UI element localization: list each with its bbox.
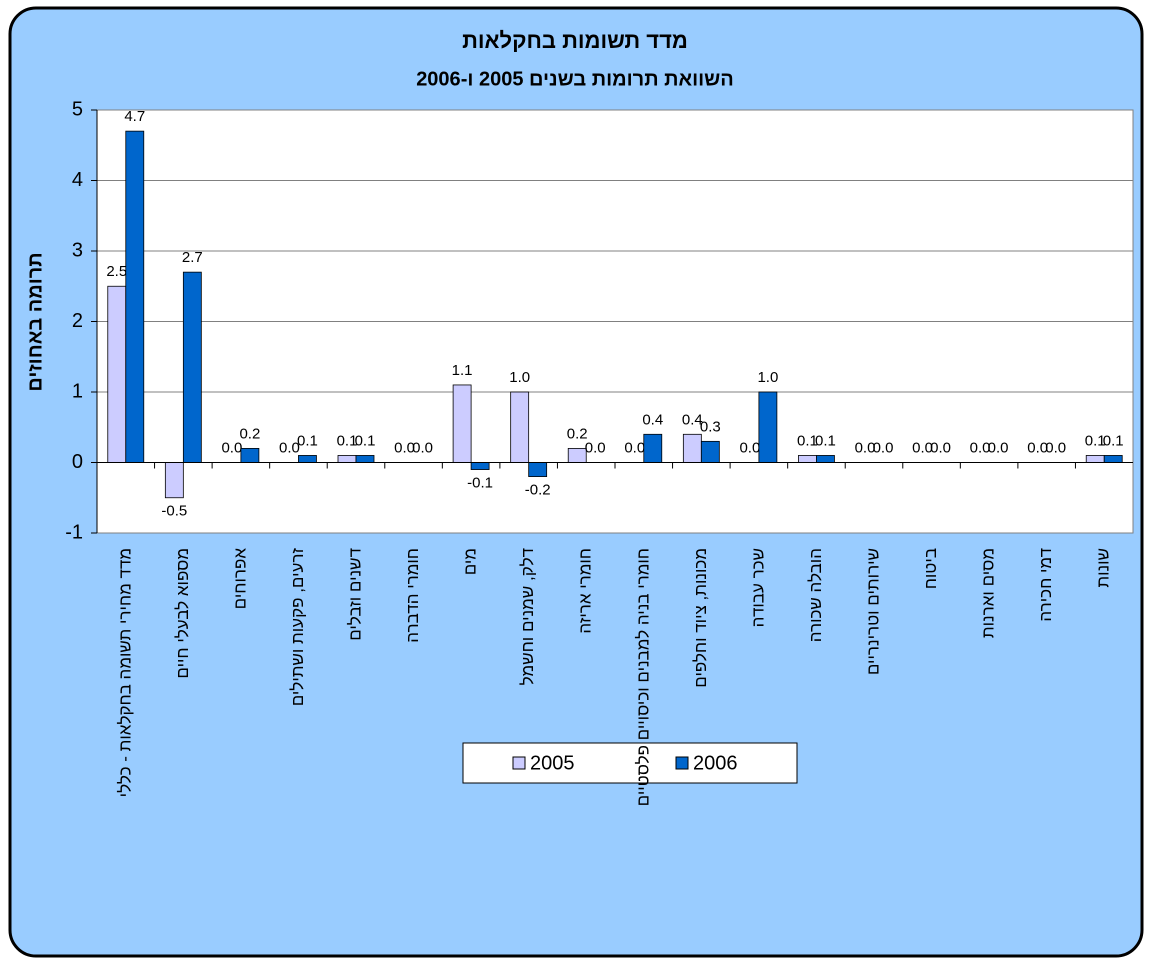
data-label: 2.7 <box>182 249 203 266</box>
bar <box>1103 455 1123 463</box>
x-tick-label: מסים וארנות <box>979 548 998 638</box>
x-tick-label: דלק, שמנים וחשמל <box>518 548 537 685</box>
data-label: 0.1 <box>337 432 358 449</box>
x-tick-label: שכר עבודה <box>748 548 767 627</box>
x-tick-label: מדד מחירי תשומה בחקלאות - כללי <box>115 548 134 797</box>
data-label: 0.3 <box>700 418 721 435</box>
data-label: -0.2 <box>525 482 551 499</box>
y-tick-label: -1 <box>65 521 83 543</box>
bar <box>164 462 184 499</box>
data-label: 0.4 <box>682 411 703 428</box>
data-label: 0.2 <box>239 425 260 442</box>
data-label: 0.0 <box>930 439 951 456</box>
x-tick-label: שונות <box>1094 548 1113 588</box>
data-label: -0.5 <box>161 503 187 520</box>
bar <box>240 447 260 463</box>
data-label: 2.5 <box>106 263 127 280</box>
x-tick-label: חומרי בניה למבנים וכיסויים פלסטיים <box>633 548 652 806</box>
legend-label: 2006 <box>693 752 738 774</box>
data-label: 0.0 <box>279 439 300 456</box>
data-label: 0.0 <box>221 439 242 456</box>
bar <box>355 455 375 463</box>
data-label: 0.0 <box>585 439 606 456</box>
legend-swatch <box>675 756 689 770</box>
bar <box>816 455 835 463</box>
x-tick-label: דמי חכירה <box>1036 548 1055 622</box>
data-label: 0.1 <box>1103 432 1124 449</box>
data-label: 1.1 <box>452 362 473 379</box>
bar <box>125 130 145 463</box>
bar <box>528 462 548 478</box>
x-tick-label: חומרי אריזה <box>576 548 595 634</box>
y-tick-label: 0 <box>72 451 83 473</box>
data-label: 1.0 <box>757 369 778 386</box>
data-label: 0.1 <box>355 432 376 449</box>
bar <box>107 285 127 463</box>
y-axis-label: תרומה באחוזים <box>24 252 46 391</box>
y-tick-label: 2 <box>72 310 83 332</box>
y-tick-label: 1 <box>72 380 83 402</box>
data-label: 0.0 <box>739 439 760 456</box>
data-label: 0.0 <box>855 439 876 456</box>
y-tick-label: 4 <box>72 169 83 191</box>
y-tick-label: 5 <box>72 98 83 120</box>
bar <box>567 447 587 463</box>
x-tick-label: מים <box>461 548 480 575</box>
data-label: 0.0 <box>624 439 645 456</box>
bar <box>452 384 472 463</box>
data-label: 0.1 <box>815 432 836 449</box>
chart-title: מדד תשומות בחקלאות <box>462 28 688 53</box>
data-label: 1.0 <box>509 369 530 386</box>
data-label: 0.4 <box>642 411 663 428</box>
data-label: 0.0 <box>912 439 933 456</box>
x-tick-label: הובלה שכורה <box>806 548 825 642</box>
data-label: 0.0 <box>873 439 894 456</box>
bar <box>337 455 357 463</box>
x-tick-label: מכונות, ציוד וחלפים <box>691 548 710 688</box>
bar <box>643 433 663 463</box>
bar <box>182 271 202 463</box>
data-label: 0.1 <box>1085 432 1106 449</box>
x-tick-label: זרעים, פקעות ושתילים <box>288 547 307 706</box>
data-label: 0.1 <box>297 432 318 449</box>
bar <box>1085 455 1105 463</box>
data-label: 0.2 <box>567 425 588 442</box>
data-label: 0.0 <box>412 439 433 456</box>
data-label: -0.1 <box>467 475 493 492</box>
data-label: 0.0 <box>1027 439 1048 456</box>
data-label: 4.7 <box>124 108 145 125</box>
bar <box>510 391 530 463</box>
bar <box>700 440 720 463</box>
bar <box>682 433 702 463</box>
bar <box>758 391 778 463</box>
x-tick-label: ביטוח <box>921 548 940 589</box>
legend-label: 2005 <box>530 752 575 774</box>
bar <box>470 462 490 470</box>
x-tick-label: חומרי הדברה <box>403 548 422 643</box>
data-label: 0.1 <box>797 432 818 449</box>
data-label: 0.0 <box>394 439 415 456</box>
bar <box>298 455 317 463</box>
x-tick-label: שירותים וטרינריים <box>863 548 882 675</box>
y-tick-label: 3 <box>72 239 83 261</box>
data-label: 0.0 <box>970 439 991 456</box>
x-tick-label: אפרוחים <box>230 548 249 610</box>
bar <box>798 455 817 463</box>
x-tick-label: דשנים וזבלים <box>345 548 364 641</box>
legend-swatch <box>512 756 526 770</box>
data-label: 0.0 <box>1045 439 1066 456</box>
data-label: 0.0 <box>988 439 1009 456</box>
chart-subtitle: השוואת תרומות בשנים 2005 ו-2006 <box>416 68 734 90</box>
x-tick-label: מספוא לבעלי חיים <box>173 548 192 679</box>
